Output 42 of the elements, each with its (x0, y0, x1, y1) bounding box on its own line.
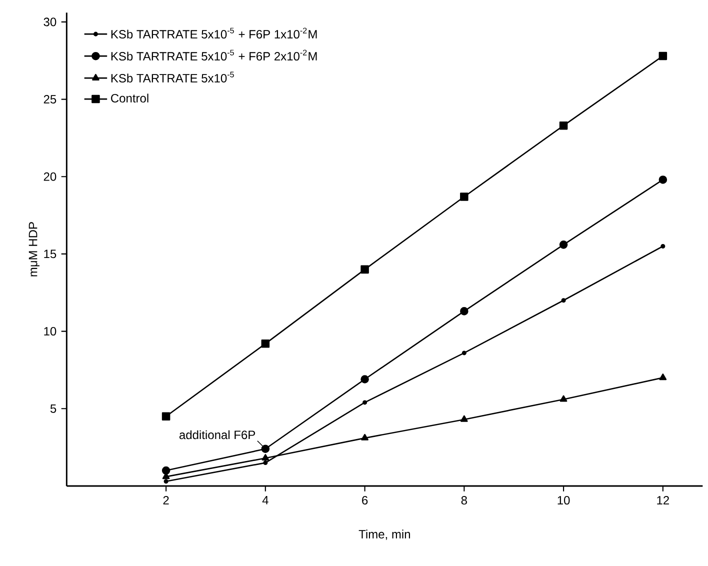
y-tick-label: 15 (44, 250, 56, 258)
point (262, 454, 270, 461)
point (360, 375, 369, 384)
point (460, 415, 468, 422)
point (362, 400, 368, 405)
point (164, 479, 168, 484)
point (658, 52, 668, 60)
y-tick-label: 20 (44, 172, 56, 181)
legend-label: KSb TARTRATE 5x10$^{-5}$ (111, 72, 234, 82)
point (462, 350, 466, 356)
y-tick-label: 25 (44, 95, 56, 104)
point (658, 176, 668, 184)
point (261, 340, 270, 348)
x-tick-label: 10 (558, 496, 570, 505)
point (361, 434, 368, 440)
legend-label: Control (111, 94, 148, 103)
x-tick-label: 8 (461, 496, 467, 505)
point (659, 374, 667, 380)
y-tick-label: 30 (44, 18, 56, 26)
point (460, 307, 468, 316)
legend-label: KSb TARTRATE 5x10$^{-5}$ + F6P 1x10$^{-2}$M (111, 28, 317, 39)
x-tick-label: 12 (657, 496, 669, 504)
y-axis-title: mμM HDP (28, 222, 40, 276)
point (263, 460, 268, 466)
point (561, 298, 566, 303)
point (261, 444, 270, 453)
x-tick-label: 2 (163, 496, 169, 504)
point (559, 121, 568, 130)
point (660, 244, 666, 248)
point (559, 240, 568, 249)
point (162, 466, 170, 475)
y-tick-label: 5 (50, 404, 56, 413)
point (360, 265, 369, 274)
x-tick-label: 4 (262, 496, 268, 504)
point (460, 192, 468, 201)
annotation: additional F6P (179, 430, 256, 440)
x-axis-title: Time, min (358, 530, 410, 540)
y-tick-label: 10 (44, 327, 56, 336)
x-tick-label: 6 (362, 496, 368, 505)
legend-label: KSb TARTRATE 5x10$^{-5}$ + F6P 2x10$^{-2}$M (111, 50, 317, 61)
point (560, 395, 568, 402)
point (162, 412, 170, 421)
